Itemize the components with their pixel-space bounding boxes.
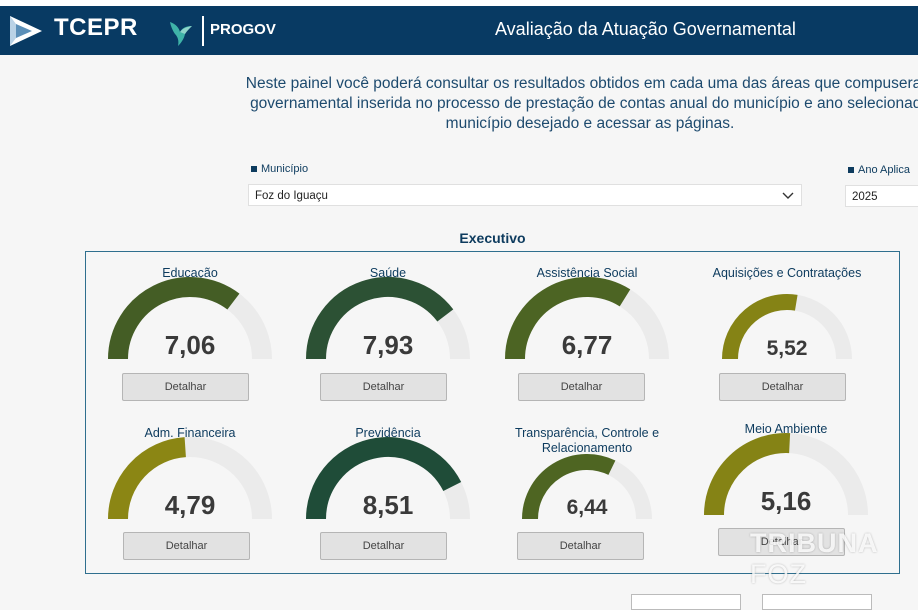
detalhar-button[interactable]: Detalhar	[517, 532, 644, 560]
gauge-title: Transparência, Controle e Relacionamento	[514, 426, 660, 455]
progov-logo: PROGOV	[164, 12, 276, 50]
intro-line-3: município desejado e acessar as páginas.	[445, 115, 735, 132]
gauges-panel	[85, 251, 900, 574]
gauge-title: Meio Ambiente	[744, 422, 828, 436]
gauge-chart	[108, 437, 272, 520]
detalhar-button[interactable]: Detalhar	[320, 532, 447, 560]
gauge-value: 6,77	[561, 330, 613, 360]
gauge-chart	[108, 277, 272, 360]
gauge-title: Saúde	[369, 266, 407, 280]
detalhar-button[interactable]: Detalhar	[122, 373, 249, 401]
gauge-fill	[108, 437, 187, 520]
top-strip	[0, 0, 918, 6]
ano-select[interactable]: 2025	[845, 185, 918, 207]
gauge-value: 6,44	[566, 496, 608, 519]
detalhar-button[interactable]: Detalhar	[718, 528, 845, 556]
gauge-fill	[306, 277, 454, 360]
app-header: TCEPR PROGOV Avaliação da Atuação Govern…	[0, 6, 918, 55]
gauge-value: 5,16	[760, 486, 812, 516]
gauge-value: 4,79	[164, 490, 216, 520]
intro-line-2: governamental inserida no processo de pr…	[250, 95, 918, 112]
gauge-title: Adm. Financeira	[144, 426, 236, 440]
ano-selected-value: 2025	[852, 191, 878, 203]
gauge-fill	[522, 454, 616, 520]
page-title: Avaliação da Atuação Governamental	[495, 19, 796, 39]
chevron-down-icon	[782, 192, 794, 199]
gauge-chart	[306, 437, 470, 520]
brand-name: TCEPR	[54, 14, 138, 41]
logo-divider	[202, 16, 204, 46]
bullet-square-icon	[848, 167, 854, 174]
ano-label: Ano Aplica	[848, 164, 910, 176]
gauge-title: Assistência Social	[536, 266, 638, 280]
gauge-fill	[505, 277, 631, 360]
gauge-chart	[704, 433, 868, 516]
gauge-value: 7,93	[362, 330, 414, 360]
gauge-fill	[704, 433, 791, 516]
gauge-chart	[522, 454, 652, 520]
bottom-nav-button-2[interactable]	[762, 594, 872, 610]
detalhar-button[interactable]: Detalhar	[320, 373, 447, 401]
watermark: TRIBUNA FOZ	[750, 528, 878, 589]
tce-logo-icon	[10, 16, 42, 46]
gauge-fill	[722, 294, 798, 360]
detalhar-button[interactable]: Detalhar	[518, 373, 645, 401]
detalhar-button[interactable]: Detalhar	[719, 373, 846, 401]
section-title-executivo: Executivo	[459, 230, 526, 246]
gauge-fill	[306, 437, 462, 520]
gauge-chart	[505, 277, 669, 360]
gauge-value: 8,51	[362, 490, 414, 520]
bottom-nav-button-1[interactable]	[631, 594, 741, 610]
gauge-title: Previdência	[355, 426, 421, 440]
intro-line-1: Neste painel você poderá consultar os re…	[245, 75, 918, 92]
bullet-square-icon	[251, 166, 257, 173]
detalhar-button[interactable]: Detalhar	[123, 532, 250, 560]
product-name: PROGOV	[210, 21, 276, 38]
gauge-chart	[722, 294, 852, 360]
gauge-chart	[306, 277, 470, 360]
gauge-value: 7,06	[164, 330, 216, 360]
gauge-title: Educação	[162, 266, 218, 280]
intro-text: Neste painel você poderá consultar os re…	[140, 74, 918, 134]
gauge-value: 5,52	[766, 337, 808, 360]
gauge-title: Aquisições e Contratações	[712, 266, 862, 280]
municipio-select[interactable]: Foz do Iguaçu	[248, 184, 802, 206]
municipio-selected-value: Foz do Iguaçu	[255, 190, 328, 202]
gauge-fill	[108, 277, 240, 360]
municipio-label: Município	[251, 163, 308, 175]
hummingbird-icon	[170, 22, 192, 46]
